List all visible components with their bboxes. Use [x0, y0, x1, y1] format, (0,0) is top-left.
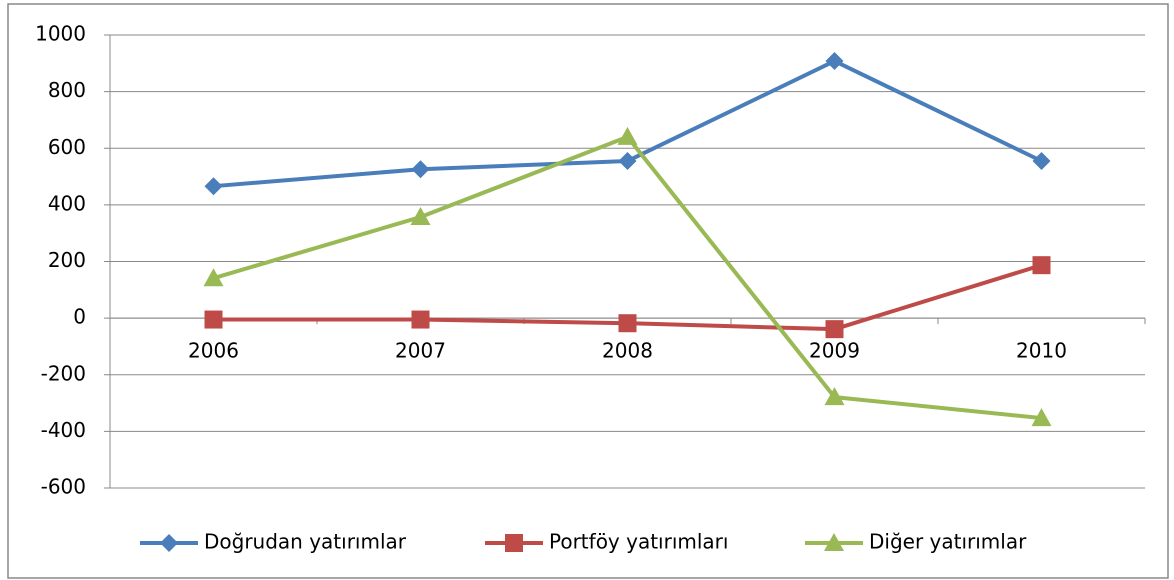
y-tick-label: 400 — [48, 191, 86, 215]
legend-label: Doğrudan yatırımlar — [204, 530, 407, 554]
y-tick-label: -200 — [41, 361, 86, 385]
marker — [411, 310, 430, 329]
marker — [203, 268, 224, 287]
marker — [824, 387, 845, 406]
x-tick-label: 2008 — [602, 339, 653, 363]
x-tick-label: 2006 — [188, 339, 239, 363]
y-tick-label: 800 — [48, 78, 86, 102]
y-tick-label: -400 — [41, 418, 86, 442]
y-tick-label: 200 — [48, 248, 86, 272]
legend-label: Diğer yatırımlar — [869, 530, 1027, 554]
marker — [618, 151, 637, 170]
marker — [1031, 408, 1052, 427]
y-tick-label: 600 — [48, 135, 86, 159]
chart-frame — [7, 3, 1169, 579]
marker — [411, 160, 430, 179]
marker — [825, 52, 844, 71]
marker — [825, 320, 844, 339]
marker — [410, 207, 431, 226]
y-tick-label: 0 — [73, 305, 86, 329]
marker — [1032, 151, 1051, 170]
marker — [618, 314, 637, 333]
marker — [505, 534, 523, 552]
marker — [1032, 256, 1051, 275]
marker — [617, 126, 638, 145]
legend-label: Portföy yatırımları — [549, 530, 728, 554]
x-tick-label: 2010 — [1016, 339, 1067, 363]
marker — [160, 534, 178, 552]
y-tick-label: -600 — [41, 475, 86, 499]
marker — [824, 533, 844, 551]
marker — [204, 177, 223, 196]
marker — [204, 310, 223, 329]
x-tick-label: 2007 — [395, 339, 446, 363]
x-tick-label: 2009 — [809, 339, 860, 363]
y-tick-label: 1000 — [35, 22, 86, 46]
